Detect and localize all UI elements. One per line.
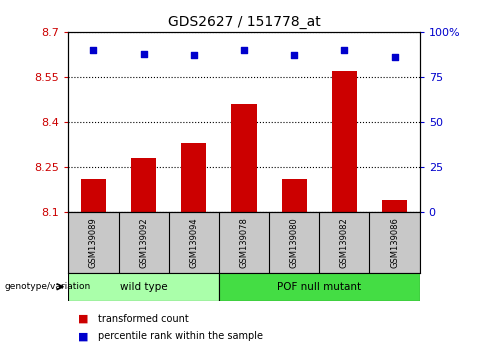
Text: GSM139080: GSM139080 xyxy=(290,217,299,268)
Text: GSM139082: GSM139082 xyxy=(340,217,349,268)
Text: transformed count: transformed count xyxy=(98,314,188,324)
Bar xyxy=(68,273,219,301)
Text: POF null mutant: POF null mutant xyxy=(277,282,361,292)
Point xyxy=(190,52,198,58)
Text: wild type: wild type xyxy=(120,282,167,292)
Text: percentile rank within the sample: percentile rank within the sample xyxy=(98,331,263,341)
Point xyxy=(341,47,348,53)
Bar xyxy=(231,104,257,212)
Text: GSM139086: GSM139086 xyxy=(390,217,399,268)
Bar xyxy=(81,179,106,212)
Text: GSM139078: GSM139078 xyxy=(240,217,248,268)
Bar xyxy=(131,158,156,212)
Text: GSM139092: GSM139092 xyxy=(139,217,148,268)
Point xyxy=(391,54,399,60)
Bar xyxy=(332,71,357,212)
Point xyxy=(240,47,248,53)
Bar xyxy=(181,143,206,212)
Point xyxy=(89,47,97,53)
Text: ■: ■ xyxy=(78,331,89,341)
Title: GDS2627 / 151778_at: GDS2627 / 151778_at xyxy=(167,16,321,29)
Bar xyxy=(382,200,407,212)
Text: ■: ■ xyxy=(78,314,89,324)
Text: genotype/variation: genotype/variation xyxy=(5,282,91,291)
Point xyxy=(290,52,298,58)
Bar xyxy=(219,273,420,301)
Bar xyxy=(282,179,307,212)
Text: GSM139089: GSM139089 xyxy=(89,217,98,268)
Text: GSM139094: GSM139094 xyxy=(189,217,198,268)
Point xyxy=(140,51,147,56)
